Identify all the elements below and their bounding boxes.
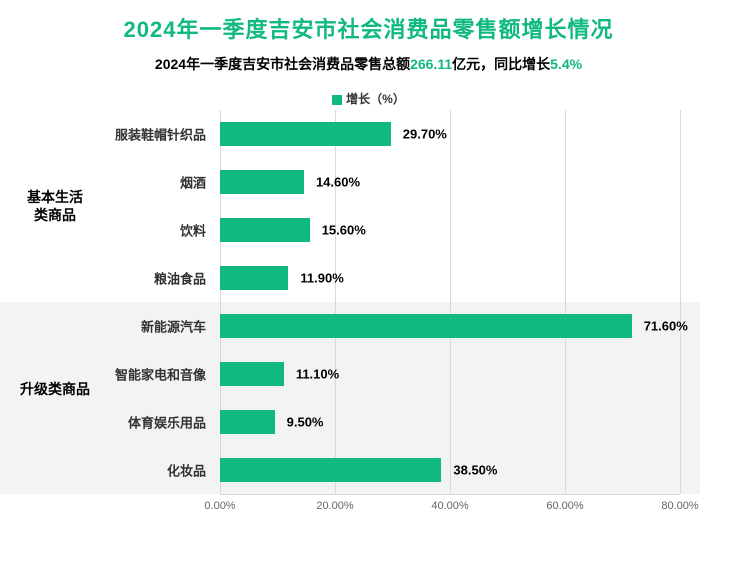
legend-swatch [332,95,342,105]
bar-row: 15.60%饮料 [220,218,310,242]
bar-row: 71.60%新能源汽车 [220,314,632,338]
bar-value-label: 38.50% [453,463,497,478]
bar-value-label: 15.60% [322,223,366,238]
legend-label: 增长（%） [346,92,405,106]
bar [220,218,310,242]
x-axis-line [220,494,680,495]
x-tick-label: 80.00% [661,500,698,512]
chart-title: 2024年一季度吉安市社会消费品零售额增长情况 [0,0,737,44]
bar-value-label: 71.60% [644,319,688,334]
bar-value-label: 14.60% [316,175,360,190]
grid-line [565,110,566,494]
grid-line [450,110,451,494]
x-tick-label: 0.00% [204,500,235,512]
x-tick-label: 40.00% [431,500,468,512]
subtitle-prefix: 2024年一季度吉安市社会消费品零售总额 [155,56,410,72]
category-label: 智能家电和音像 [115,365,206,384]
bar [220,314,632,338]
category-label: 烟酒 [180,173,206,192]
bar-value-label: 11.10% [296,367,339,382]
legend: 增长（%） [0,90,737,107]
subtitle-value-1: 266.11 [410,56,452,72]
bar-value-label: 29.70% [403,127,447,142]
bar-row: 9.50%体育娱乐用品 [220,410,275,434]
bar-row: 38.50%化妆品 [220,458,441,482]
plot-region: 0.00%20.00%40.00%60.00%80.00%29.70%服装鞋帽针… [220,110,680,494]
grid-line [220,110,221,494]
bar-value-label: 9.50% [287,415,324,430]
x-tick-label: 60.00% [546,500,583,512]
x-tick-label: 20.00% [316,500,353,512]
category-label: 粮油食品 [154,269,206,288]
bar-row: 14.60%烟酒 [220,170,304,194]
category-label: 化妆品 [167,461,206,480]
bar-row: 11.10%智能家电和音像 [220,362,284,386]
bar-row: 29.70%服装鞋帽针织品 [220,122,391,146]
bar [220,266,288,290]
grid-line [335,110,336,494]
category-label: 饮料 [180,221,206,240]
category-label: 服装鞋帽针织品 [115,125,206,144]
bar-value-label: 11.90% [300,271,343,286]
subtitle-value-2: 5.4% [550,56,582,72]
bar-row: 11.90%粮油食品 [220,266,288,290]
bar [220,410,275,434]
bar [220,170,304,194]
grid-line [680,110,681,494]
bar [220,122,391,146]
group-label: 基本生活类商品 [20,188,90,224]
bar [220,458,441,482]
chart-area: 0.00%20.00%40.00%60.00%80.00%29.70%服装鞋帽针… [70,110,690,530]
category-label: 体育娱乐用品 [128,413,206,432]
subtitle-unit-1: 亿元，同比增长 [452,56,550,72]
group-label: 升级类商品 [20,380,90,398]
category-label: 新能源汽车 [141,317,206,336]
bar [220,362,284,386]
chart-subtitle: 2024年一季度吉安市社会消费品零售总额266.11亿元，同比增长5.4% [0,54,737,74]
